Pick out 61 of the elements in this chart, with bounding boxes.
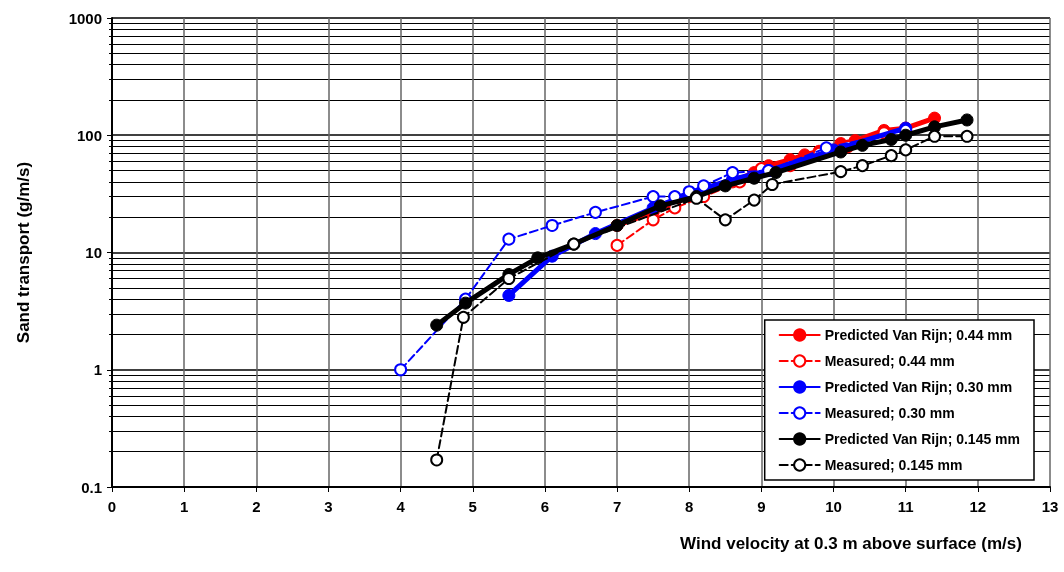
x-tick-label: 2 [252, 498, 261, 515]
point [834, 145, 848, 159]
point [718, 213, 732, 227]
point [765, 178, 779, 192]
point [502, 272, 516, 286]
point [502, 288, 516, 302]
x-axis-title: Wind velocity at 0.3 m above surface (m/s) [680, 534, 1022, 553]
point [610, 238, 624, 252]
point [726, 166, 740, 180]
point [718, 179, 732, 193]
point [819, 141, 833, 155]
x-tick-label: 4 [396, 498, 406, 515]
point [545, 218, 559, 232]
y-axis-title: Sand transport (g/m/s) [14, 161, 33, 344]
x-tick-label: 11 [897, 498, 914, 515]
point [884, 133, 898, 146]
point [960, 113, 974, 127]
y-tick-label: 100 [76, 126, 102, 144]
legend-label: Predicted Van Rijn; 0.145 mm [824, 431, 1020, 447]
legend-label: Predicted Van Rijn; 0.44 mm [824, 327, 1013, 343]
x-tick-label: 8 [685, 498, 694, 515]
x-tick-label: 9 [757, 498, 766, 515]
point [430, 318, 444, 332]
point [834, 165, 848, 179]
point [456, 310, 470, 324]
y-tick-label: 1000 [68, 9, 102, 27]
legend-label: Measured; 0.30 mm [824, 405, 955, 421]
point [502, 232, 516, 246]
point [899, 143, 913, 157]
point [531, 251, 545, 265]
point [459, 296, 473, 310]
point [928, 129, 942, 143]
point [430, 453, 444, 467]
point [855, 159, 869, 173]
x-tick-label: 0 [107, 498, 117, 515]
point [646, 213, 660, 227]
x-tick-label: 7 [612, 498, 622, 515]
legend-label: Predicted Van Rijn; 0.30 mm [824, 379, 1013, 395]
point [588, 205, 602, 219]
y-tick-label: 0.1 [81, 478, 102, 496]
point [899, 128, 913, 142]
point [653, 199, 667, 213]
x-tick-label: 1 [179, 498, 189, 515]
x-tick-label: 12 [969, 498, 987, 515]
x-tick-label: 13 [1041, 498, 1059, 515]
y-tick-label: 1 [93, 361, 102, 379]
x-tick-label: 10 [825, 498, 842, 515]
legend-label: Measured; 0.145 mm [824, 457, 963, 473]
point [960, 129, 974, 143]
point [884, 149, 898, 163]
point [769, 166, 783, 180]
point [747, 171, 761, 185]
point [855, 138, 869, 152]
point [394, 363, 408, 377]
legend-label: Measured; 0.44 mm [824, 353, 955, 369]
x-tick-label: 6 [540, 498, 550, 515]
point [747, 193, 761, 207]
x-tick-label: 3 [324, 498, 333, 515]
point [646, 190, 660, 204]
y-tick-label: 10 [85, 244, 102, 261]
x-tick-label: 5 [468, 498, 477, 515]
